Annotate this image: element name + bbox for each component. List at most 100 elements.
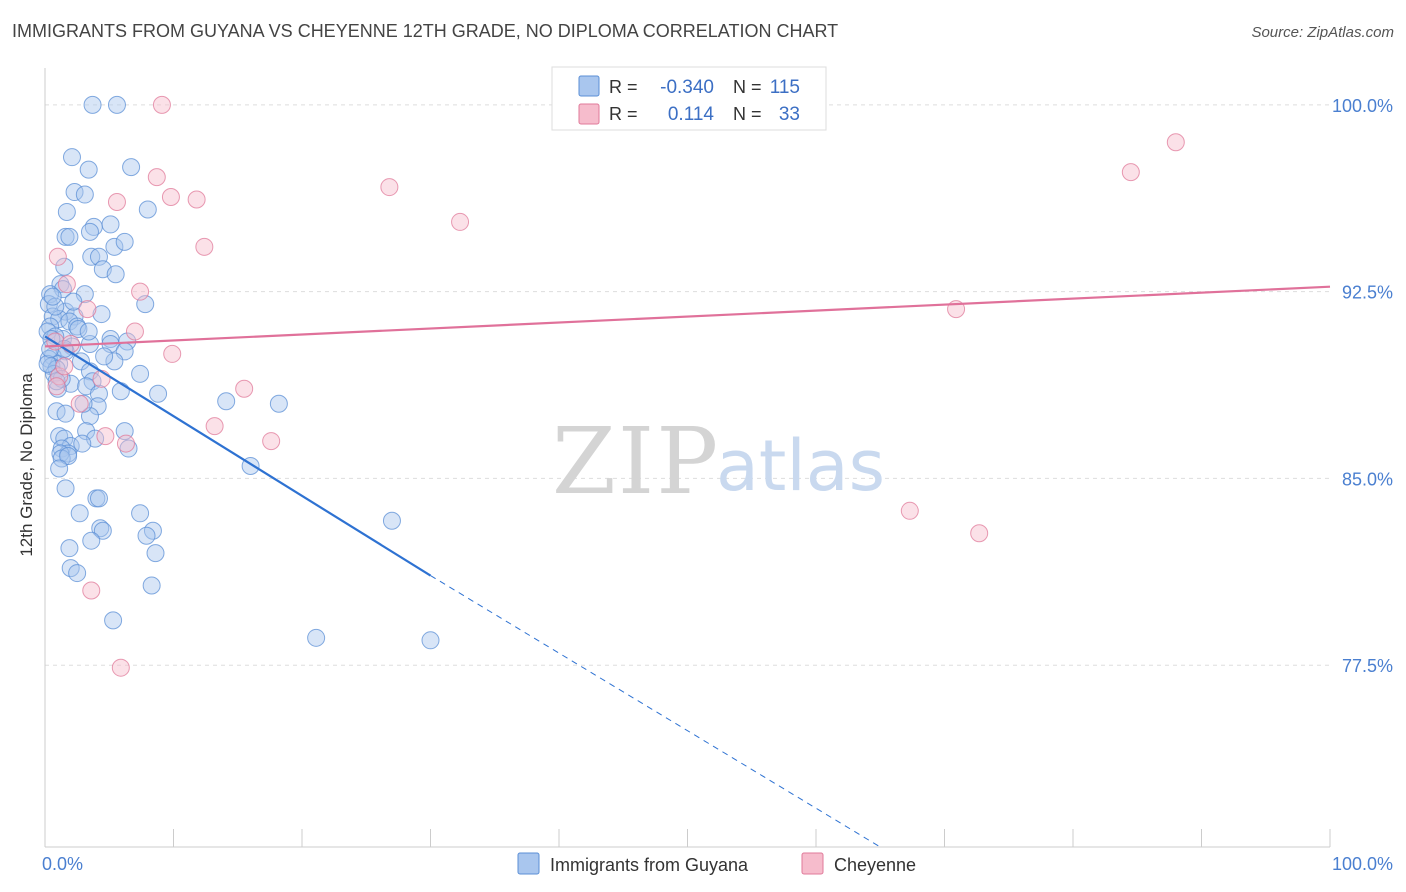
point-series-1-23 [70, 394, 89, 413]
point-series-1-15 [125, 322, 144, 341]
point-series-0-95 [142, 576, 161, 595]
point-series-1-21 [47, 377, 66, 396]
legend-swatch-guyana [578, 75, 600, 97]
point-series-1-29 [970, 524, 989, 543]
axes [44, 68, 1331, 848]
point-series-0-3 [79, 160, 98, 179]
point-series-0-11 [101, 215, 120, 234]
point-series-0-82 [89, 489, 108, 508]
point-series-0-16 [82, 247, 101, 266]
y-tick-label-1: 92.5% [1342, 283, 1393, 303]
point-series-0-15 [115, 232, 134, 251]
point-series-0-64 [88, 397, 107, 416]
point-series-0-20 [106, 265, 125, 284]
point-series-1-0 [152, 95, 171, 114]
trend-line-series-1 [44, 285, 1331, 348]
point-series-1-11 [57, 275, 76, 294]
trend-lines [44, 285, 1331, 848]
point-series-0-6 [75, 185, 94, 204]
point-series-0-87 [93, 521, 112, 540]
x-tick-label-0: 0.0% [42, 854, 83, 874]
watermark-zip: ZIP [552, 408, 720, 515]
source-credit: Source: ZipAtlas.com [1251, 24, 1394, 41]
point-series-1-5 [161, 188, 180, 207]
point-series-1-28 [900, 501, 919, 520]
point-series-1-31 [111, 658, 130, 677]
legend-n-label-guyana: N = [733, 77, 762, 97]
y-tick-label-3: 77.5% [1342, 656, 1393, 676]
point-series-0-96 [104, 611, 123, 630]
point-series-0-86 [91, 519, 110, 538]
point-series-0-107 [79, 322, 98, 341]
point-series-0-108 [64, 292, 83, 311]
bottom-legend-label-guyana: Immigrants from Guyana [550, 855, 749, 875]
point-series-0-10 [80, 222, 99, 241]
point-series-0-18 [55, 257, 74, 276]
y-axis-label: 12th Grade, No Diploma [17, 373, 36, 557]
point-series-1-18 [163, 344, 182, 363]
point-series-0-105 [59, 447, 78, 466]
point-series-0-80 [56, 479, 75, 498]
legend-r-value-guyana: -0.340 [660, 77, 714, 98]
point-series-1-22 [235, 379, 254, 398]
point-series-0-2 [62, 148, 81, 167]
x-tick-label-1: 100.0% [1332, 854, 1393, 874]
point-series-0-83 [70, 504, 89, 523]
point-series-0-92 [146, 544, 165, 563]
point-series-0-97 [307, 628, 326, 647]
point-series-0-60 [149, 384, 168, 403]
point-series-1-2 [1121, 163, 1140, 182]
point-series-0-109 [95, 347, 114, 366]
point-series-0-103 [74, 394, 93, 413]
point-series-1-9 [195, 237, 214, 256]
watermark: ZIP atlas [552, 408, 885, 515]
legend-r-value-cheyenne: 0.114 [668, 104, 715, 125]
point-series-0-12 [56, 227, 75, 246]
point-series-1-8 [451, 212, 470, 231]
point-series-0-84 [131, 504, 150, 523]
point-series-0-98 [421, 631, 440, 650]
point-series-0-1 [107, 95, 126, 114]
point-series-1-32 [55, 357, 74, 376]
point-series-0-90 [82, 531, 101, 550]
bottom-legend-swatch-guyana [517, 852, 540, 875]
point-series-0-106 [47, 372, 66, 391]
point-series-0-14 [105, 237, 124, 256]
point-series-0-112 [73, 434, 92, 453]
data-points [38, 95, 1185, 677]
point-series-0-54 [131, 364, 150, 383]
point-series-1-1 [1166, 133, 1185, 152]
legend-n-label-cheyenne: N = [733, 104, 762, 124]
point-series-0-101 [69, 320, 88, 339]
point-series-1-3 [147, 168, 166, 187]
legend-r-label-guyana: R = [609, 77, 638, 97]
bottom-legend-label-cheyenne: Cheyenne [834, 855, 916, 875]
point-series-0-91 [60, 539, 79, 558]
bottom-legend-swatch-cheyenne [801, 852, 824, 875]
legend-swatch-cheyenne [578, 103, 600, 125]
point-series-1-27 [262, 432, 281, 451]
point-series-1-30 [82, 581, 101, 600]
point-series-0-62 [217, 392, 236, 411]
point-series-1-12 [131, 282, 150, 301]
series-legend: Immigrants from Guyana Cheyenne [517, 852, 916, 875]
point-series-0-94 [68, 564, 87, 583]
point-series-1-7 [107, 193, 126, 212]
point-series-1-20 [92, 369, 111, 388]
point-series-0-89 [137, 526, 156, 545]
point-series-0-66 [56, 404, 75, 423]
point-series-0-4 [122, 158, 141, 177]
point-series-0-13 [60, 227, 79, 246]
point-series-1-6 [187, 190, 206, 209]
y-tick-labels: 100.0% 92.5% 85.0% 77.5% [1332, 96, 1393, 676]
chart-title: IMMIGRANTS FROM GUYANA VS CHEYENNE 12TH … [12, 21, 839, 41]
watermark-atlas: atlas [716, 425, 885, 507]
point-series-1-13 [78, 300, 97, 319]
trend-line-series-0 [44, 335, 432, 577]
x-tick-labels: 0.0% 100.0% [42, 854, 1393, 874]
series-1-points [46, 95, 1185, 677]
y-tick-label-2: 85.0% [1342, 469, 1393, 489]
point-series-0-34 [92, 305, 111, 324]
point-series-0-76 [119, 439, 138, 458]
